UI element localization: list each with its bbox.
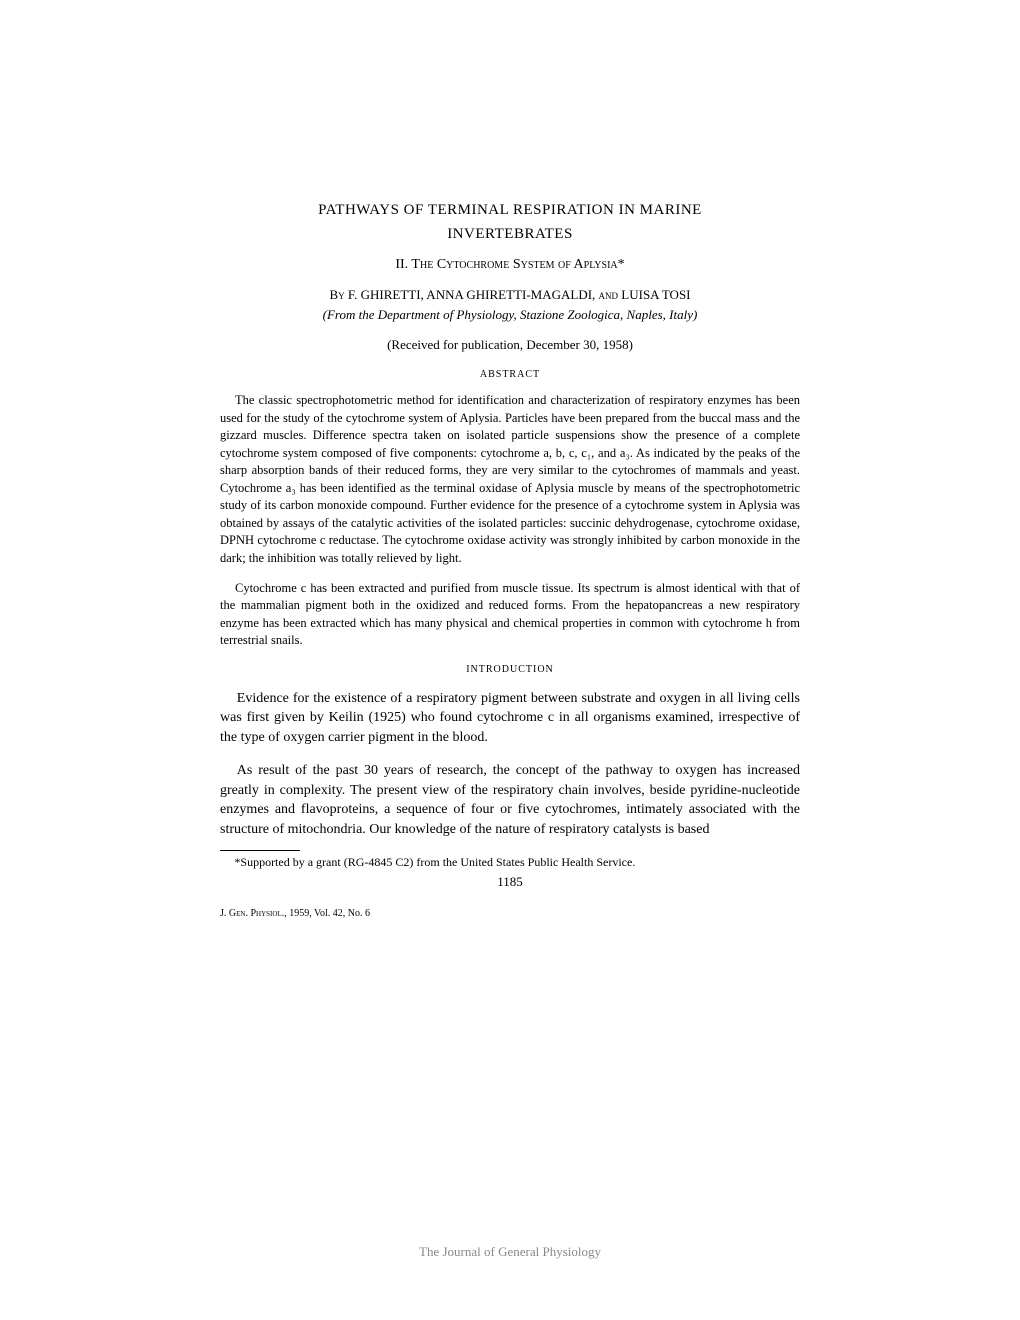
paper-page: PATHWAYS OF TERMINAL RESPIRATION IN MARI… [220, 0, 800, 919]
paper-subtitle: II. The Cytochrome System of Aplysia* [220, 257, 800, 273]
abstract-heading: ABSTRACT [220, 369, 800, 380]
footnote-rule [220, 850, 300, 851]
paper-affiliation: (From the Department of Physiology, Staz… [220, 307, 800, 323]
page-number: 1185 [220, 874, 800, 890]
bottom-journal-label: The Journal of General Physiology [0, 1244, 1020, 1260]
paper-title-line1: PATHWAYS OF TERMINAL RESPIRATION IN MARI… [220, 200, 800, 220]
journal-reference: J. Gen. Physiol., 1959, Vol. 42, No. 6 [220, 908, 800, 919]
paper-authors: By F. GHIRETTI, ANNA GHIRETTI-MAGALDI, a… [220, 287, 800, 303]
introduction-paragraph-1: Evidence for the existence of a respirat… [220, 689, 800, 748]
abstract-paragraph-1: The classic spectrophotometric method fo… [220, 392, 800, 567]
footnote-text: *Supported by a grant (RG-4845 C2) from … [220, 855, 800, 870]
introduction-paragraph-2: As result of the past 30 years of resear… [220, 761, 800, 839]
introduction-heading: INTRODUCTION [220, 664, 800, 675]
paper-received: (Received for publication, December 30, … [220, 337, 800, 353]
paper-title-line2: INVERTEBRATES [220, 224, 800, 244]
abstract-paragraph-2: Cytochrome c has been extracted and puri… [220, 580, 800, 650]
